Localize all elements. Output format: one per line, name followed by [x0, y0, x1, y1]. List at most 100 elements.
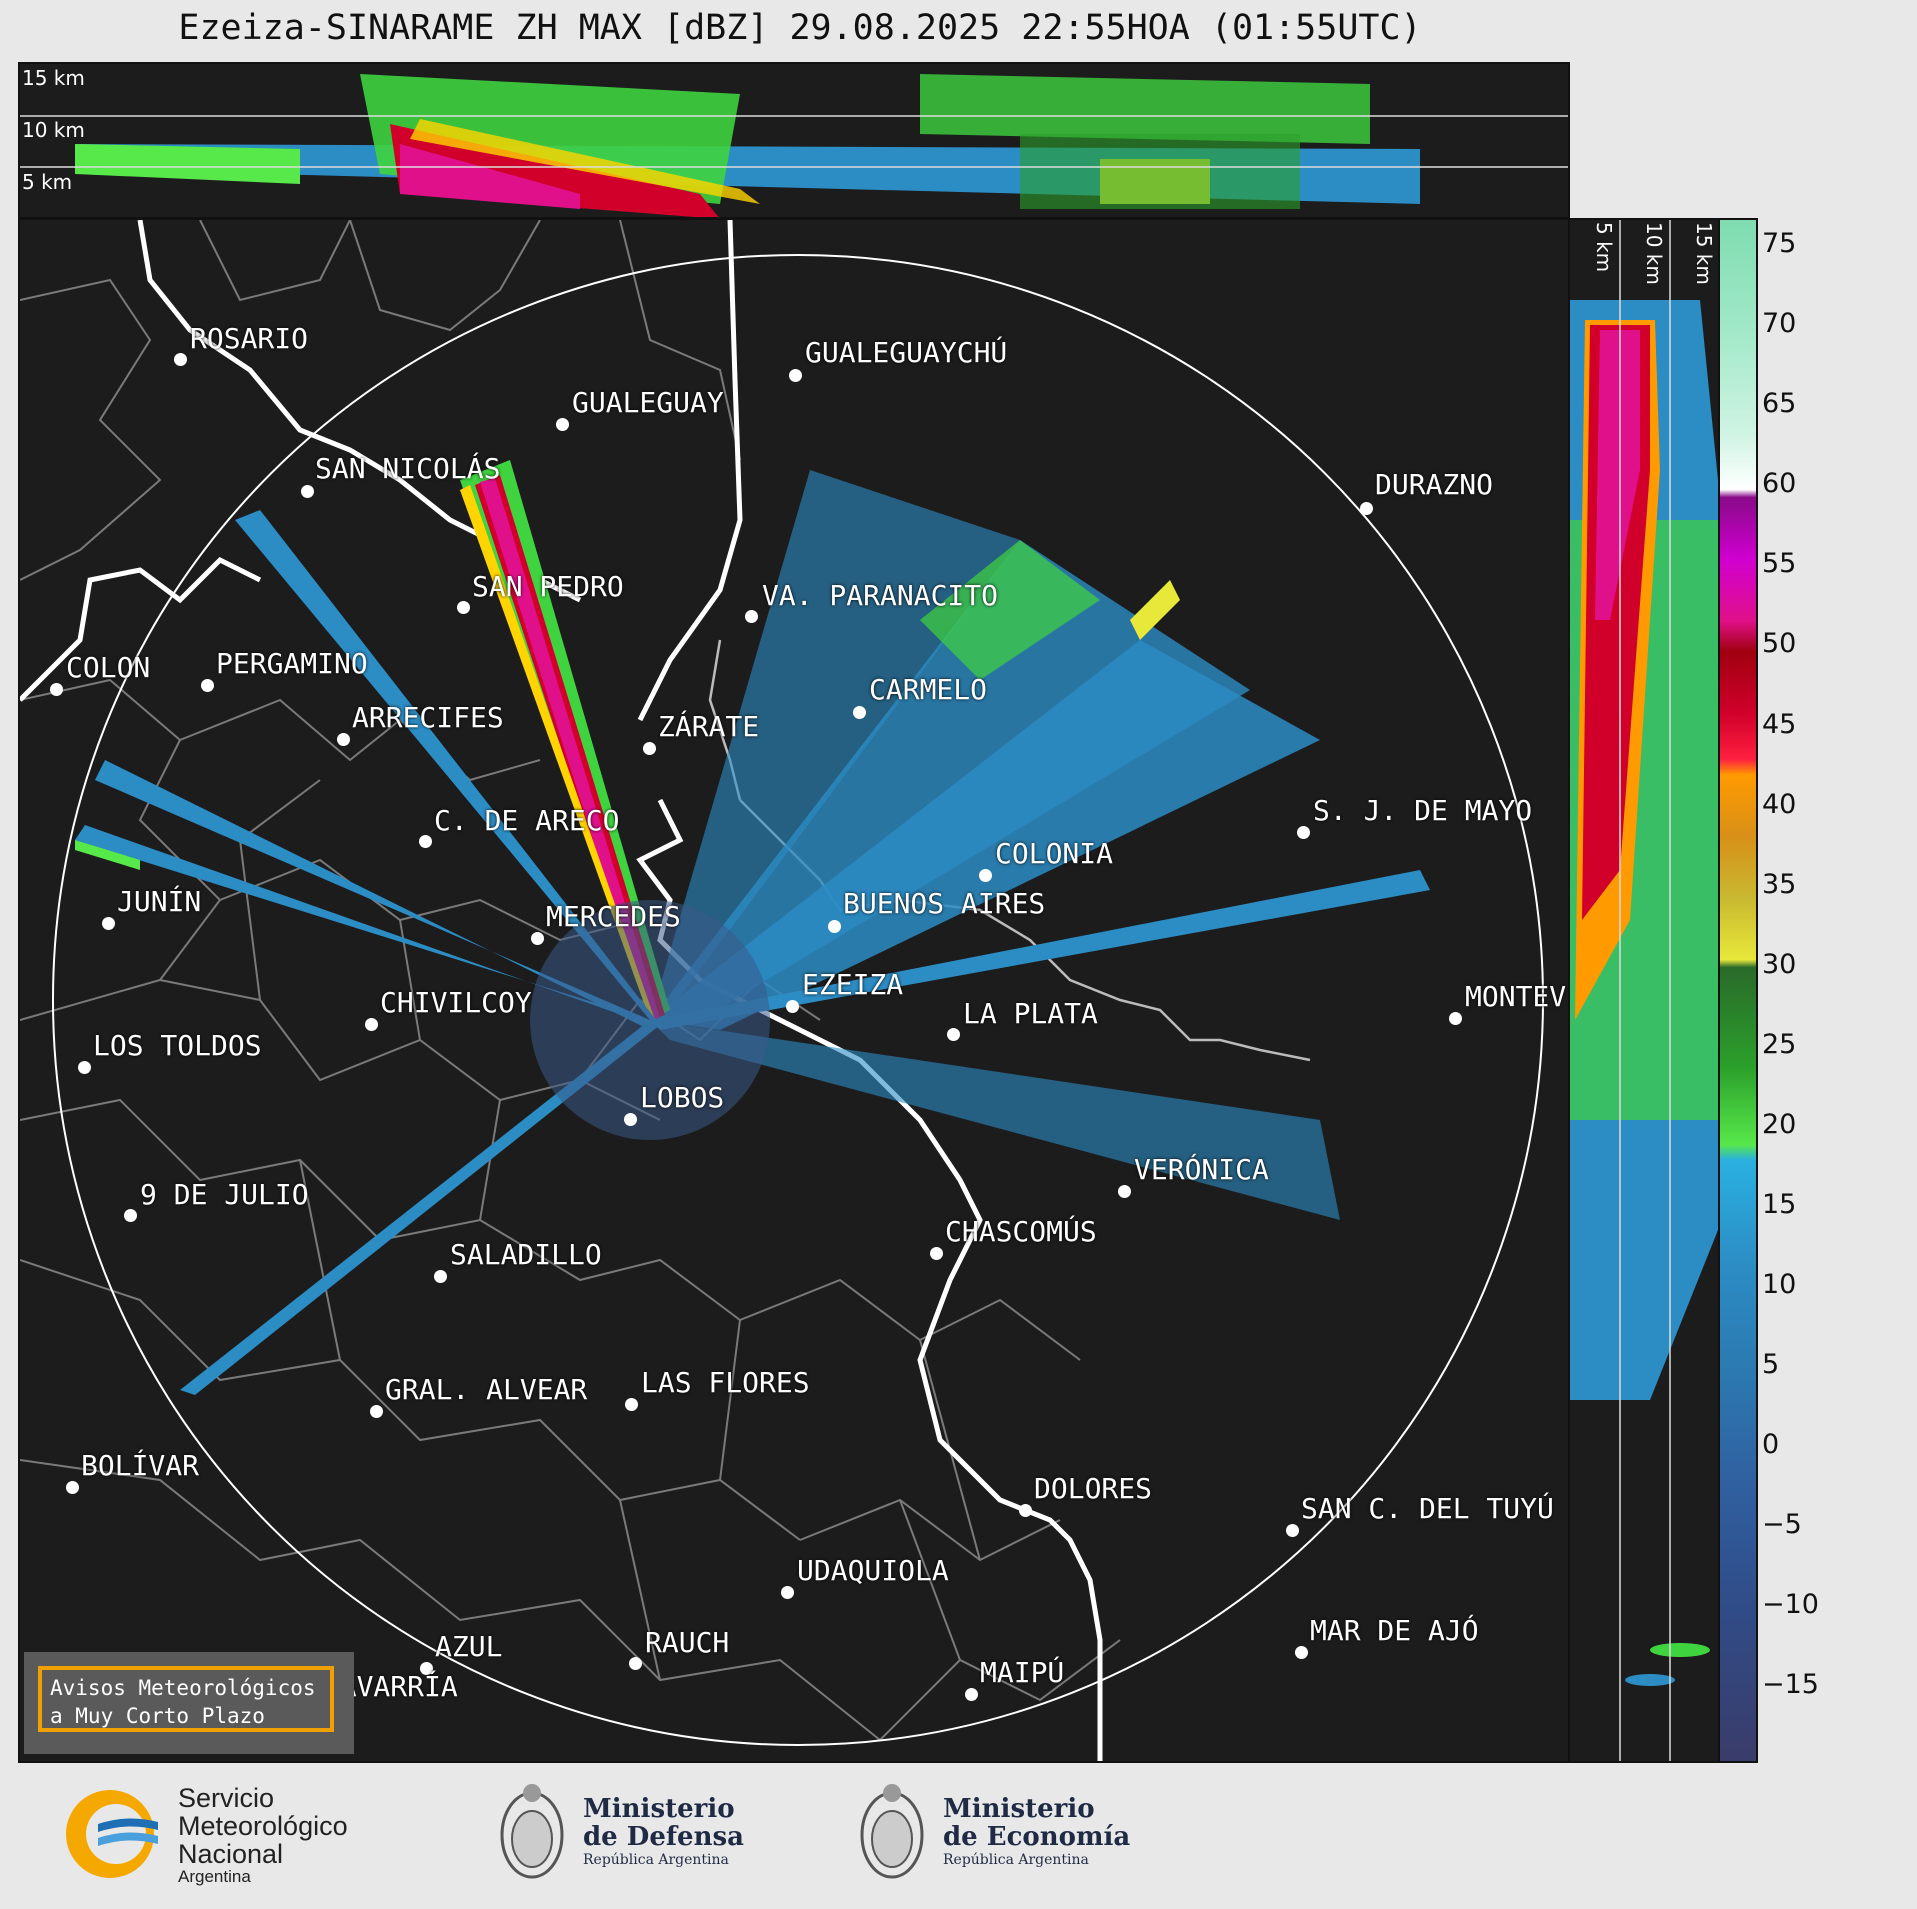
radar-map-graphic — [20, 220, 1568, 1761]
city-dot — [853, 706, 866, 719]
cb-tick-55: 55 — [1762, 548, 1797, 579]
cb-tick-45: 45 — [1762, 709, 1797, 740]
city-label: EZEIZA — [802, 968, 904, 1001]
defensa-logo: Ministerio de Defensa República Argentin… — [495, 1775, 755, 1895]
city-dot — [50, 683, 63, 696]
city-label: RAUCH — [645, 1626, 730, 1659]
cb-tick-35: 35 — [1762, 869, 1797, 900]
city-label: S. J. DE MAYO — [1313, 794, 1533, 827]
city-label: SAN C. DEL TUYÚ — [1301, 1492, 1554, 1525]
defensa-line-2: de Defensa — [583, 1822, 744, 1852]
city-dot — [370, 1405, 383, 1418]
city-dot — [419, 835, 432, 848]
city-label: UDAQUIOLA — [797, 1554, 949, 1587]
city-label: BUENOS AIRES — [843, 887, 1046, 920]
city-dot — [624, 1113, 637, 1126]
city-label: CARMELO — [869, 673, 988, 706]
city-dot — [420, 1662, 433, 1675]
city-label: GRAL. ALVEAR — [385, 1373, 588, 1406]
cb-tick-40: 40 — [1762, 789, 1797, 820]
city-dot — [124, 1209, 137, 1222]
cb-tick-20: 20 — [1762, 1109, 1797, 1140]
city-dot — [365, 1018, 378, 1031]
side-label-5km: 5 km — [1592, 222, 1616, 273]
city-label: SAN PEDRO — [472, 570, 624, 603]
city-label: LA PLATA — [963, 997, 1098, 1030]
city-dot — [102, 917, 115, 930]
city-dot — [1360, 502, 1373, 515]
city-dot — [979, 869, 992, 882]
alert-box[interactable]: Avisos Meteorológicos a Muy Corto Plazo — [24, 1652, 354, 1754]
side-label-15km: 15 km — [1692, 222, 1716, 285]
cb-tick-5: 5 — [1762, 1349, 1780, 1380]
city-label: MAIPÚ — [980, 1656, 1065, 1689]
city-dot — [434, 1270, 447, 1283]
city-dot — [457, 601, 470, 614]
city-dot — [629, 1657, 642, 1670]
city-label: LAS FLORES — [641, 1366, 810, 1399]
city-label: CHIVILCOY — [380, 986, 532, 1019]
side-profile-graphic — [1570, 220, 1718, 1761]
city-label: LOBOS — [640, 1081, 725, 1114]
city-dot — [531, 932, 544, 945]
top-label-15km: 15 km — [22, 66, 85, 90]
alert-line-1: Avisos Meteorológicos — [50, 1676, 316, 1700]
city-dot — [174, 353, 187, 366]
city-label: VA. PARANACITO — [762, 579, 999, 612]
city-label: ROSARIO — [190, 322, 309, 355]
city-dot — [1118, 1185, 1131, 1198]
city-label: COLONIA — [995, 837, 1114, 870]
city-dot — [789, 369, 802, 382]
city-label: ZÁRATE — [658, 710, 760, 743]
city-label: COLON — [66, 651, 151, 684]
city-dot — [1297, 826, 1310, 839]
cb-tick-50: 50 — [1762, 628, 1797, 659]
top-height-profile: 15 km 10 km 5 km — [18, 62, 1570, 219]
economia-line-2: de Economía — [943, 1822, 1131, 1852]
city-dot — [625, 1398, 638, 1411]
city-label: 9 DE JULIO — [140, 1178, 309, 1211]
city-label: SALADILLO — [450, 1238, 602, 1271]
smn-line-1: Servicio — [178, 1783, 275, 1813]
city-label: LOS TOLDOS — [93, 1029, 262, 1062]
defensa-line-1: Ministerio — [583, 1794, 735, 1824]
economia-line-3: República Argentina — [943, 1852, 1089, 1868]
city-dot — [78, 1061, 91, 1074]
city-dot — [745, 610, 758, 623]
smn-logo: Servicio Meteorológico Nacional Argentin… — [58, 1783, 388, 1886]
cb-tick-0: 0 — [1762, 1429, 1780, 1460]
city-label: BOLÍVAR — [81, 1449, 200, 1482]
city-label: DURAZNO — [1375, 468, 1494, 501]
city-label: DOLORES — [1034, 1472, 1153, 1505]
city-dot — [201, 679, 214, 692]
city-dot — [965, 1688, 978, 1701]
radar-map — [18, 218, 1570, 1763]
city-label: MERCEDES — [546, 900, 681, 933]
city-label: ARRECIFES — [352, 701, 504, 734]
smn-line-4: Argentina — [178, 1867, 251, 1886]
economia-logo: Ministerio de Economía República Argenti… — [855, 1775, 1135, 1895]
top-label-10km: 10 km — [22, 118, 85, 142]
city-dot — [1286, 1524, 1299, 1537]
city-label: SAN NICOLÁS — [315, 452, 501, 485]
cb-tick-10: 10 — [1762, 1269, 1797, 1300]
city-label: MONTEVIDEO — [1465, 980, 1567, 1013]
top-label-5km: 5 km — [22, 170, 73, 194]
cb-tick-70: 70 — [1762, 308, 1797, 339]
side-label-10km: 10 km — [1642, 222, 1666, 285]
cb-tick-minus-10: −10 — [1762, 1589, 1819, 1620]
colorbar — [1718, 218, 1758, 1763]
cb-tick-60: 60 — [1762, 468, 1797, 499]
city-dot — [66, 1481, 79, 1494]
city-dot — [337, 733, 350, 746]
alert-box-frame: Avisos Meteorológicos a Muy Corto Plazo — [38, 1666, 334, 1732]
side-height-profile: 5 km 10 km 15 km — [1568, 218, 1720, 1763]
cb-tick-75: 75 — [1762, 228, 1797, 259]
argentina-shield-icon — [860, 1784, 924, 1879]
city-label: CHASCOMÚS — [945, 1215, 1097, 1248]
cb-tick-15: 15 — [1762, 1189, 1797, 1220]
city-label: C. DE ARECO — [434, 804, 620, 837]
city-label: JUNÍN — [117, 885, 202, 918]
cb-tick-minus-15: −15 — [1762, 1669, 1819, 1700]
argentina-shield-icon — [500, 1784, 564, 1879]
